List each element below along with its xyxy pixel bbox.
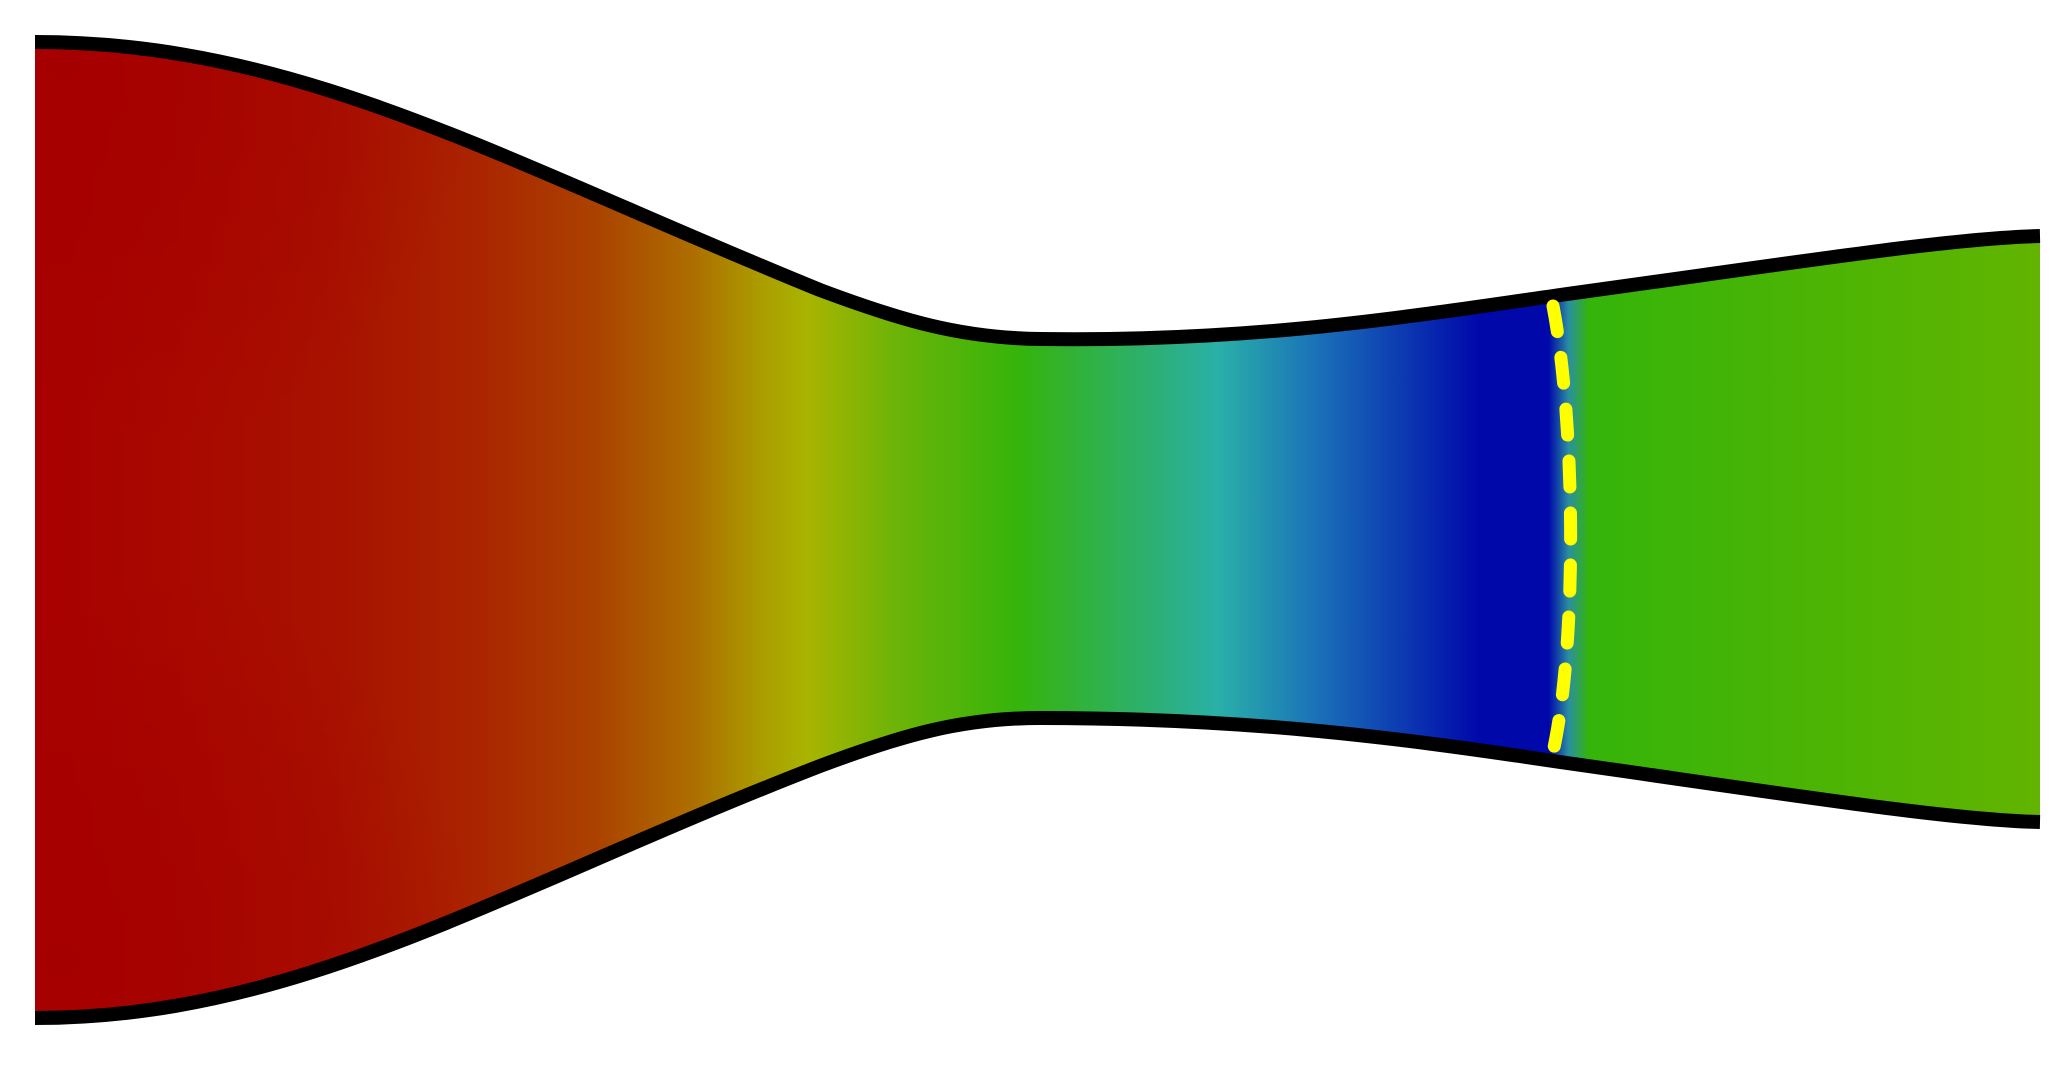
shock-line xyxy=(1546,299,1578,759)
upper-wall xyxy=(34,35,2041,347)
contour-corner-bottom xyxy=(35,530,735,1018)
lower-wall xyxy=(34,710,2041,1025)
flow-field xyxy=(35,42,2040,1018)
